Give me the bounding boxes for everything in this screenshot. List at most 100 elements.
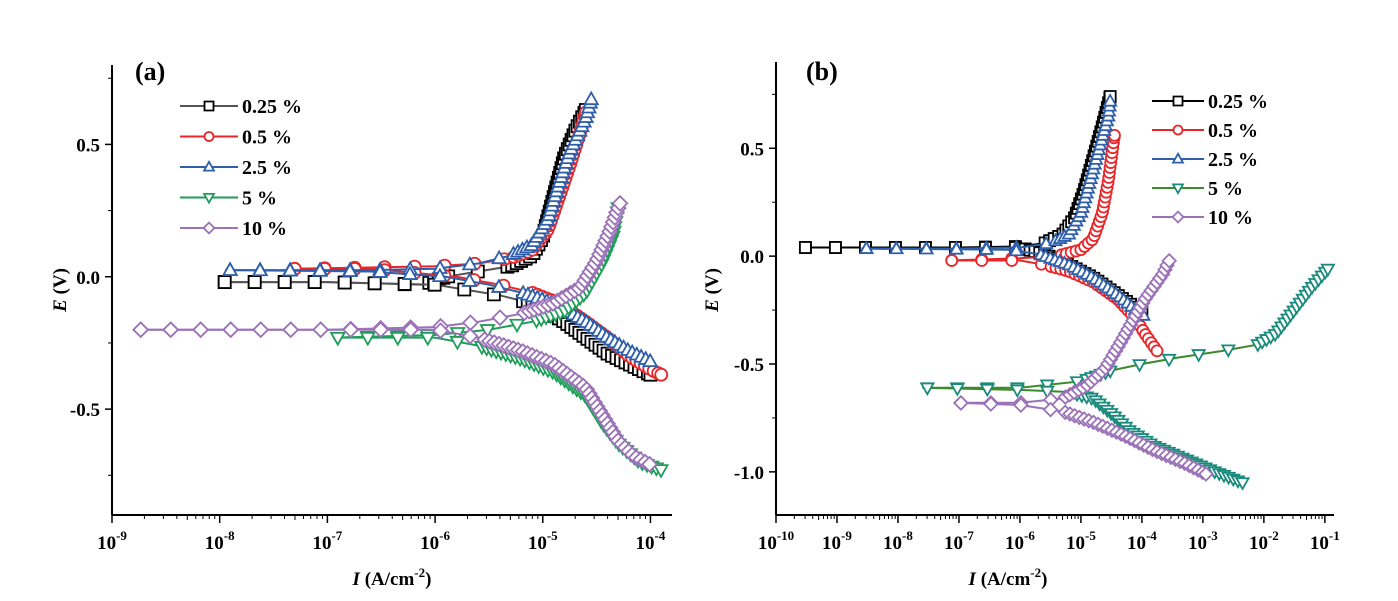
data-point-marker [888,240,904,255]
legend-label: 5 % [1208,178,1243,200]
data-point-marker [431,267,449,283]
legend-label: 10 % [242,218,287,240]
legend-item: 0.5 % [180,127,292,149]
data-point-marker [490,249,508,265]
x-tick-base: 10 [1066,533,1085,554]
data-point-marker [1131,359,1148,373]
x-tick-base: 10 [1005,533,1024,554]
data-point-marker [341,262,359,277]
panel-b: 10-10 10-9 10-8 10-7 10-6 10-5 10-4 10-3 10-2 10-… [702,57,1340,590]
y-tick-label: -1.0 [734,463,764,484]
data-point-marker [1220,344,1236,358]
data-point-marker [654,367,669,382]
x-tick-base: 10 [944,533,963,554]
legend-item: 0.25 % [180,96,302,118]
data-point-marker [337,275,352,290]
data-point-marker [978,241,994,255]
series-line-cathodic [135,328,651,466]
legend-item: 5 % [1152,178,1243,200]
x-tick-base: 10 [205,533,224,554]
x-tick-exp: -8 [224,528,235,543]
data-point-marker [479,324,496,339]
data-point-marker [1234,477,1251,491]
data-point-marker [918,240,934,255]
legend-marker-icon [202,193,216,205]
panel-a: 10-9 10-8 10-7 10-6 10-5 10-40.50.0-0.5 (a) I… [50,57,672,590]
data-point-marker [389,331,406,347]
data-point-marker [311,262,329,277]
x-tick-base: 10 [312,533,331,554]
x-tick-label: 10-5 [1066,528,1096,554]
legend-item: 10 % [1152,207,1253,229]
x-tick-exp: -1 [1329,528,1340,543]
panel-b-axes [775,62,1334,516]
data-point-marker [919,382,935,396]
x-tick-label: 10-6 [1005,528,1035,554]
x-tick-base: 10 [1310,533,1329,554]
data-point-marker [979,383,995,398]
data-point-marker [282,321,300,339]
x-tick-label: 10-7 [312,528,342,554]
data-point-marker [948,241,964,255]
x-tick-base: 10 [420,533,439,554]
legend-marker-icon [203,131,215,142]
data-point-marker [222,321,240,339]
x-tick-base: 10 [1188,533,1207,554]
x-tick-exp: -4 [1146,528,1157,543]
x-tick-label: 10-4 [636,528,666,554]
panel-b-curves [798,90,1336,491]
panel-a-ticks: 10-9 10-8 10-7 10-6 10-5 10-40.50.0-0.5 [70,77,666,554]
data-point-marker [1012,397,1029,413]
data-point-marker [221,261,239,276]
y-tick-label: 0.5 [76,135,100,156]
x-tick-exp: -6 [439,528,450,543]
legend-label: 0.25 % [1208,91,1268,113]
data-point-marker [277,275,292,289]
legend-marker-icon [1171,183,1185,196]
legend-item: 10 % [180,218,287,240]
data-point-marker [1150,344,1164,358]
x-tick-base: 10 [1127,533,1146,554]
legend-marker-icon [1171,151,1185,164]
data-point-marker [491,309,509,327]
legend-marker-icon [1172,124,1184,136]
data-point-marker [359,331,376,347]
data-point-marker [402,321,420,339]
data-point-marker [132,321,150,339]
data-point-marker [798,241,812,254]
panel-a-y-axis-title: E (V) [50,268,71,313]
panel-a-label: (a) [135,57,165,86]
data-point-marker [1320,263,1336,278]
x-tick-label: 10-9 [97,528,127,554]
series-10- [132,194,659,473]
x-tick-label: 10-2 [1249,528,1279,554]
legend-item: 2.5 % [180,157,292,179]
data-point-marker [652,464,670,479]
x-tick-exp: -7 [963,528,974,543]
series-2-5- [221,90,659,368]
data-point-marker [1039,385,1055,400]
y-tick-label: -0.5 [70,400,100,421]
data-point-marker [1042,401,1059,418]
x-tick-base: 10 [883,533,902,554]
data-point-marker [1161,353,1177,368]
legend-label: 0.5 % [242,127,292,149]
y-title-italic: E [702,299,723,313]
x-tick-base: 10 [636,533,655,554]
data-point-marker [1009,384,1025,398]
x-tick-label: 10-7 [944,528,974,554]
data-point-marker [247,275,262,289]
series-10- [953,252,1214,482]
y-tick-label: 0.5 [740,139,764,160]
x-tick-label: 10-6 [420,528,450,554]
panel-a-curves [132,90,670,479]
x-tick-exp: -5 [1085,528,1096,543]
data-point-marker [858,240,874,254]
legend-label: 2.5 % [1208,149,1258,171]
x-tick-label: 10-1 [1310,528,1340,554]
x-tick-exp: -9 [116,528,127,543]
data-point-marker [611,194,629,212]
data-point-marker [1161,252,1178,269]
x-tick-label: 10-10 [758,528,794,554]
legend-marker-icon [203,100,215,112]
